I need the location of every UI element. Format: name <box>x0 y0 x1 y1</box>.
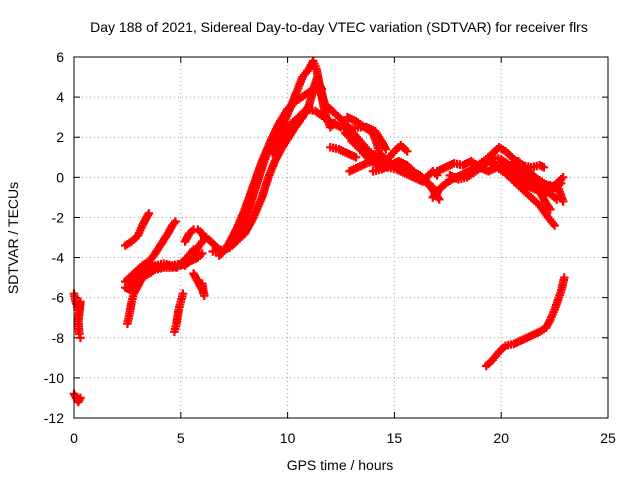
chart-title: Day 188 of 2021, Sidereal Day-to-day VTE… <box>90 19 588 35</box>
x-axis-label: GPS time / hours <box>287 457 394 473</box>
series-arc-08 <box>180 225 209 246</box>
y-axis-ticks: -12 -10 -8 -6 -4 -2 0 2 4 6 <box>44 49 608 426</box>
y-tick-label: 4 <box>56 89 64 105</box>
plot-frame <box>73 56 609 419</box>
y-tick-label: -6 <box>52 290 65 306</box>
series-arc-12 <box>223 72 339 250</box>
data-point <box>550 221 559 230</box>
data-point <box>377 155 386 164</box>
series-arc-20 <box>326 143 361 162</box>
series-arc-start-a <box>69 289 85 343</box>
series-arc-05 <box>133 261 181 278</box>
x-tick-label: 25 <box>600 430 616 446</box>
series-arc-start-b <box>69 389 85 407</box>
y-tick-label: -12 <box>44 410 64 426</box>
series-arc-09 <box>189 269 209 300</box>
grid <box>74 57 608 418</box>
data-point <box>381 145 391 154</box>
series-arc-06 <box>170 289 188 337</box>
y-axis-label: SDTVAR / TECUs <box>5 182 21 294</box>
data-point <box>402 147 412 156</box>
y-tick-label: -8 <box>52 330 65 346</box>
data-point <box>539 163 549 172</box>
data-point <box>172 263 181 272</box>
series-arc-15 <box>343 112 391 164</box>
data-point <box>351 153 361 162</box>
y-tick-label: -2 <box>52 209 65 225</box>
data-point <box>200 233 209 242</box>
series-arc-10 <box>208 76 327 256</box>
x-tick-label: 20 <box>493 430 509 446</box>
data-point <box>171 217 180 226</box>
y-tick-label: 2 <box>56 129 64 145</box>
data-point <box>76 333 85 343</box>
data-points <box>69 56 569 407</box>
data-point <box>76 393 85 403</box>
data-point <box>144 209 154 218</box>
x-axis-ticks: 0 5 10 15 20 25 <box>70 57 616 446</box>
data-point <box>197 279 207 288</box>
data-point <box>435 195 444 204</box>
data-point <box>197 249 207 258</box>
series-arc-01 <box>121 209 154 250</box>
series-arc-07 <box>180 233 224 270</box>
x-tick-label: 5 <box>177 430 185 446</box>
x-tick-label: 0 <box>70 430 78 446</box>
series-arc-28 <box>528 177 568 206</box>
y-tick-label: 6 <box>56 49 64 65</box>
y-tick-label: 0 <box>56 169 64 185</box>
x-tick-label: 15 <box>387 430 403 446</box>
x-tick-label: 10 <box>280 430 296 446</box>
y-tick-label: -10 <box>44 370 64 386</box>
data-point <box>558 173 568 182</box>
data-point <box>558 197 568 206</box>
series-arc-29 <box>481 273 569 371</box>
data-point <box>559 273 569 282</box>
series-arc-21 <box>411 167 442 184</box>
y-tick-label: -4 <box>52 250 65 266</box>
series-arc-26 <box>496 161 566 198</box>
data-point <box>178 289 188 298</box>
data-point <box>546 205 555 214</box>
series-arc-19 <box>345 155 386 176</box>
